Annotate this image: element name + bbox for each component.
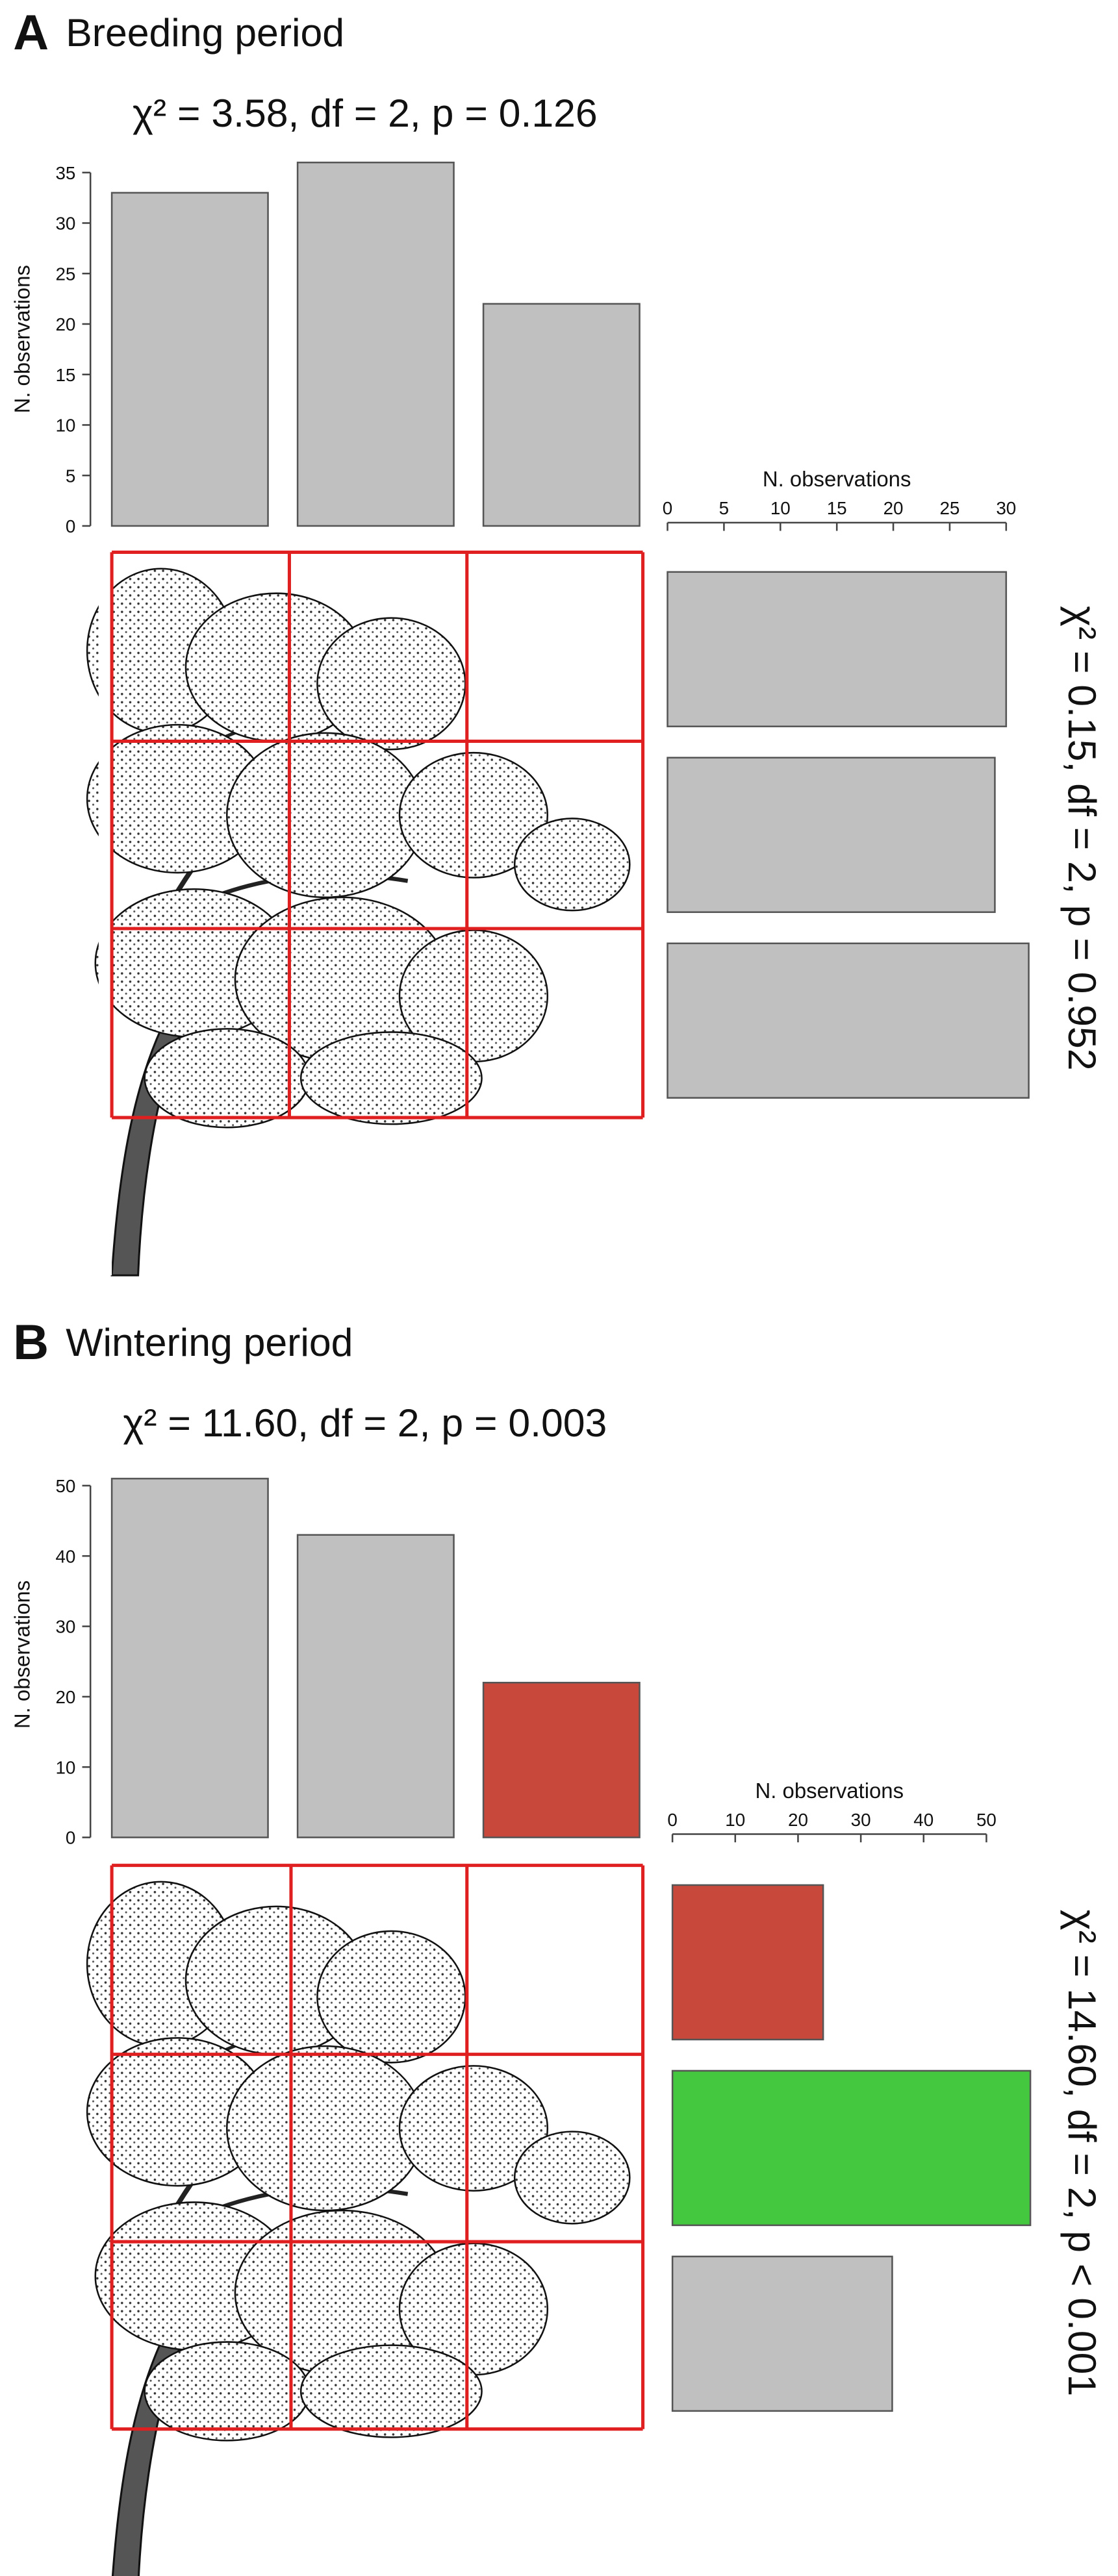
y-tick-label: 30 [55, 214, 75, 234]
x-axis-label: N. observations [763, 467, 911, 491]
x-tick-label: 20 [883, 498, 904, 518]
bar [296, 1534, 455, 1838]
x-tick-label: 30 [851, 1810, 871, 1830]
bar [667, 571, 1008, 727]
y-tick-label: 20 [55, 1687, 75, 1707]
bar [482, 1681, 641, 1838]
annotation: χ² = 14.60, df = 2, p < 0.001 [1060, 1910, 1104, 2396]
y-tick-label: 35 [55, 163, 75, 183]
y-tick-label: 10 [55, 416, 75, 436]
bar [671, 1884, 824, 2041]
x-tick-label: 15 [827, 498, 847, 518]
bar [482, 303, 641, 527]
annotation: χ² = 0.15, df = 2, p = 0.952 [1060, 606, 1104, 1071]
y-tick-label: 25 [55, 264, 75, 284]
x-tick-label: 25 [939, 498, 959, 518]
x-tick-label: 0 [667, 1810, 677, 1830]
panel-label: B [13, 1315, 49, 1370]
y-tick-label: 50 [55, 1476, 75, 1496]
panel-label: A [13, 5, 49, 60]
x-tick-label: 5 [719, 498, 729, 518]
tree-illustration [87, 552, 629, 2576]
x-axis-label: N. observations [756, 1779, 904, 1803]
bar [296, 161, 455, 527]
bar [110, 192, 269, 527]
y-axis-label: N. observations [10, 1581, 34, 1729]
x-tick-label: 50 [976, 1810, 997, 1830]
x-tick-label: 30 [996, 498, 1016, 518]
x-tick-label: 40 [913, 1810, 934, 1830]
y-tick-label: 20 [55, 314, 75, 334]
y-axis-label: N. observations [10, 265, 34, 414]
y-tick-label: 10 [55, 1757, 75, 1777]
y-tick-label: 0 [66, 516, 75, 536]
y-tick-label: 30 [55, 1617, 75, 1637]
x-tick-label: 10 [770, 498, 791, 518]
bar [667, 942, 1030, 1099]
y-tick-label: 40 [55, 1546, 75, 1566]
bar [667, 757, 996, 913]
bar [110, 1477, 269, 1838]
y-tick-label: 5 [66, 466, 75, 486]
x-tick-label: 0 [663, 498, 672, 518]
y-tick-label: 0 [66, 1828, 75, 1848]
x-tick-label: 20 [788, 1810, 808, 1830]
panel-title: Wintering period [66, 1320, 353, 1364]
panel-title: Breeding period [66, 10, 344, 55]
annotation: χ² = 11.60, df = 2, p = 0.003 [123, 1401, 607, 1445]
bar [671, 2070, 1032, 2227]
y-tick-label: 15 [55, 365, 75, 385]
bar [671, 2255, 893, 2412]
x-tick-label: 10 [725, 1810, 745, 1830]
annotation: χ² = 3.58, df = 2, p = 0.126 [133, 91, 598, 135]
